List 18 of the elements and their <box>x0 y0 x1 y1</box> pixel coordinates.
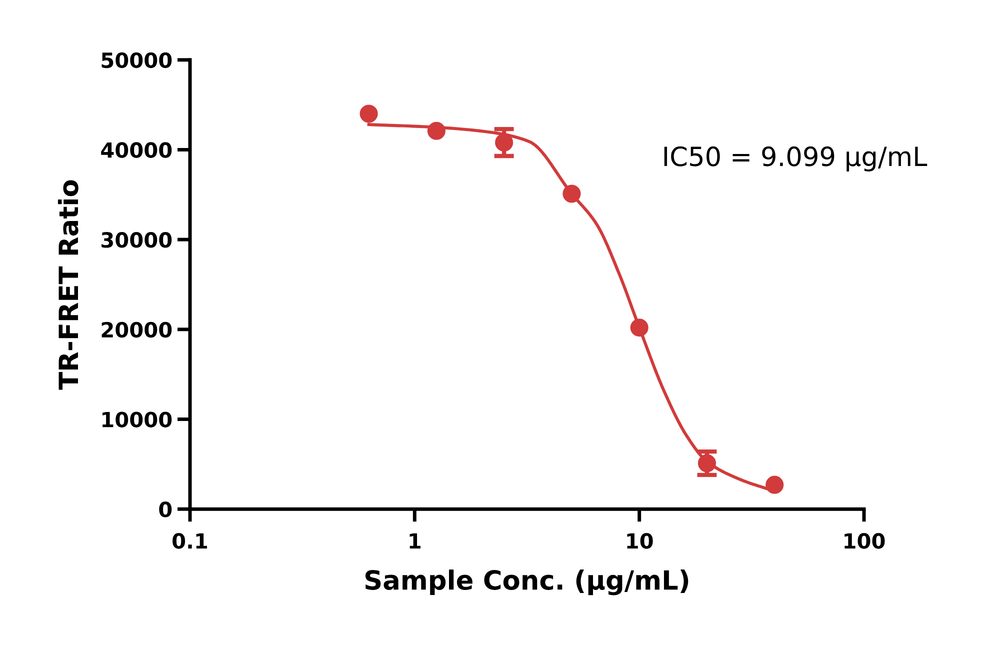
point <box>630 318 648 337</box>
x-tick-label: 0.1 <box>172 533 208 549</box>
x-tick-label: 10 <box>627 533 653 549</box>
point <box>427 122 446 140</box>
point <box>766 476 784 494</box>
y-tick-label: 40000 <box>101 142 172 158</box>
x-tick-label: 1 <box>410 533 420 549</box>
y-tick-label: 10000 <box>102 412 172 428</box>
y-tick-label: 20000 <box>102 322 172 338</box>
y-tick-label: 30000 <box>102 232 172 248</box>
x-axis-title: Sample Conc. (µg/mL) <box>365 570 688 596</box>
y-axis-title: TR-FRET Ratio <box>58 180 78 390</box>
x-tick-label: 100 <box>844 533 885 549</box>
point <box>360 104 378 123</box>
y-tick-label: 50000 <box>102 52 172 68</box>
annotation: IC50 = 9.099 µg/mL <box>664 146 928 172</box>
point <box>562 184 581 203</box>
y-tick-label: 0 <box>159 502 172 518</box>
